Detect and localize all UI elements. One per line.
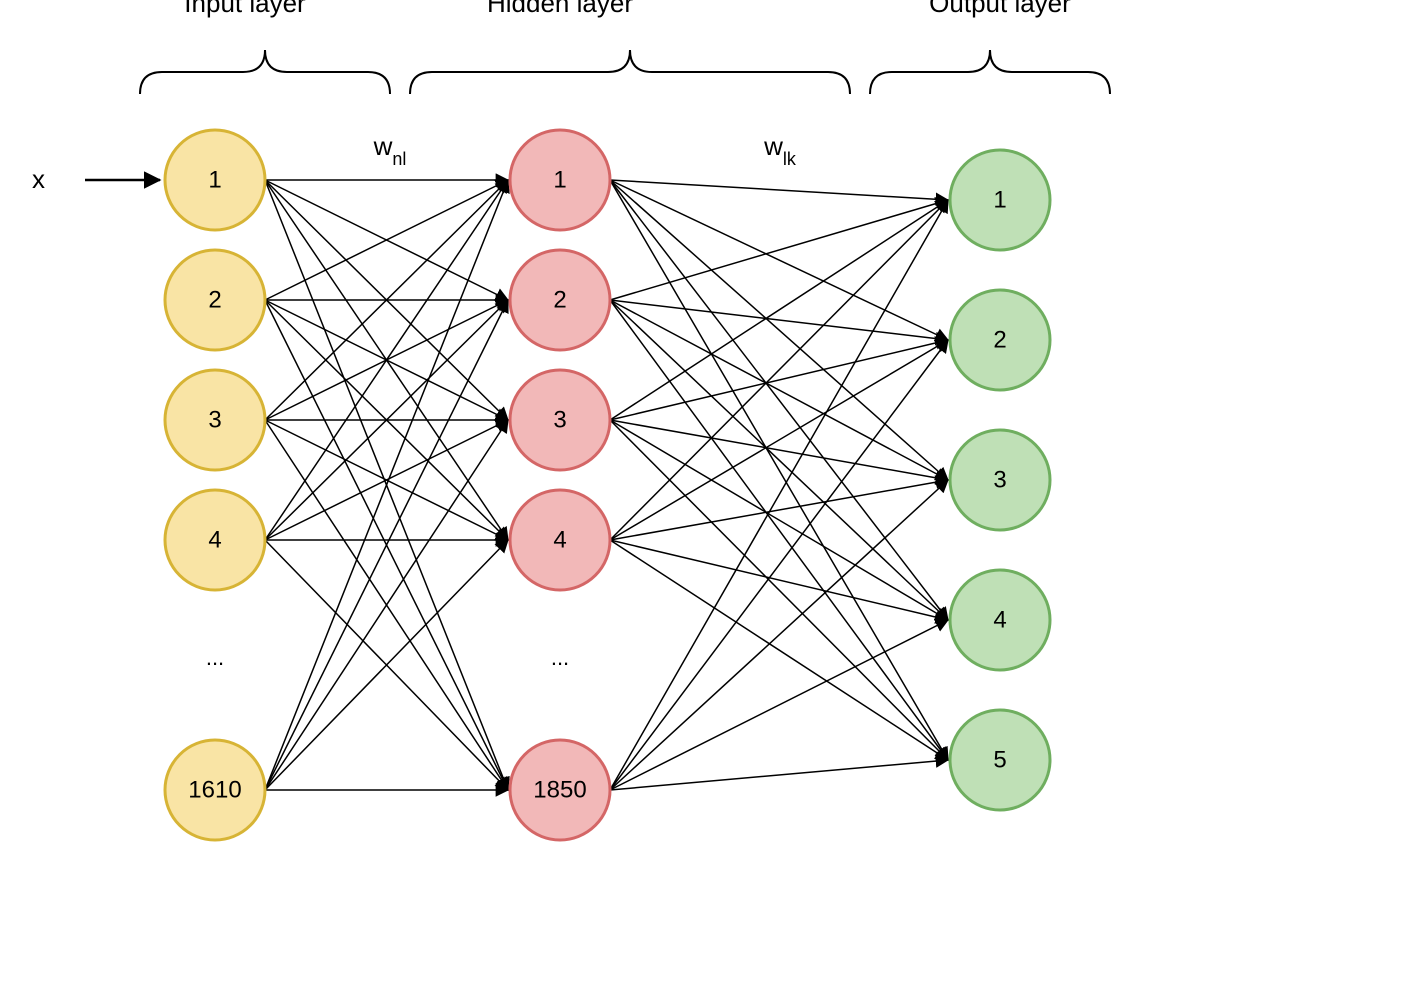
top-brace-0: [140, 50, 390, 94]
edge: [610, 200, 948, 790]
output-node-label-5: 5: [993, 747, 1006, 774]
edge: [610, 200, 948, 420]
input-node-label-2: 2: [208, 287, 221, 314]
hidden-node-label-4: 4: [553, 527, 566, 554]
input-ellipsis: ...: [206, 645, 224, 670]
edge: [610, 300, 948, 620]
edges-group: [265, 180, 948, 790]
weight-label-1: wlk: [763, 131, 797, 169]
hidden-layer-title: Hidden layer: [487, 0, 633, 18]
edge: [610, 180, 948, 620]
output-node-label-2: 2: [993, 327, 1006, 354]
hidden-node-label-3: 3: [553, 407, 566, 434]
hidden-node-label-1: 1: [553, 167, 566, 194]
input-node-label-1610: 1610: [188, 777, 241, 804]
input-node-label-3: 3: [208, 407, 221, 434]
top-brace-2: [870, 50, 1110, 94]
input-label-0: x: [32, 164, 45, 194]
edge: [610, 300, 948, 480]
output-node-label-1: 1: [993, 187, 1006, 214]
edge: [610, 300, 948, 340]
input-node-label-4: 4: [208, 527, 221, 554]
top-brace-1: [410, 50, 850, 94]
hidden-node-label-1850: 1850: [533, 777, 586, 804]
output-node-label-4: 4: [993, 607, 1006, 634]
weight-label-0: wnl: [373, 131, 407, 169]
output-node-label-3: 3: [993, 467, 1006, 494]
edge: [610, 540, 948, 620]
output-layer-title: Output layer: [929, 0, 1071, 18]
edge: [610, 480, 948, 790]
input-layer-title: Input layer: [184, 0, 306, 18]
edge: [610, 180, 948, 340]
hidden-node-label-2: 2: [553, 287, 566, 314]
edge: [610, 180, 948, 200]
neural-network-diagram: Input layer Hidden layer Output layer wnl wl…: [0, 0, 1418, 1004]
edge: [610, 180, 948, 480]
hidden-ellipsis: ...: [551, 645, 569, 670]
input-node-label-1: 1: [208, 167, 221, 194]
